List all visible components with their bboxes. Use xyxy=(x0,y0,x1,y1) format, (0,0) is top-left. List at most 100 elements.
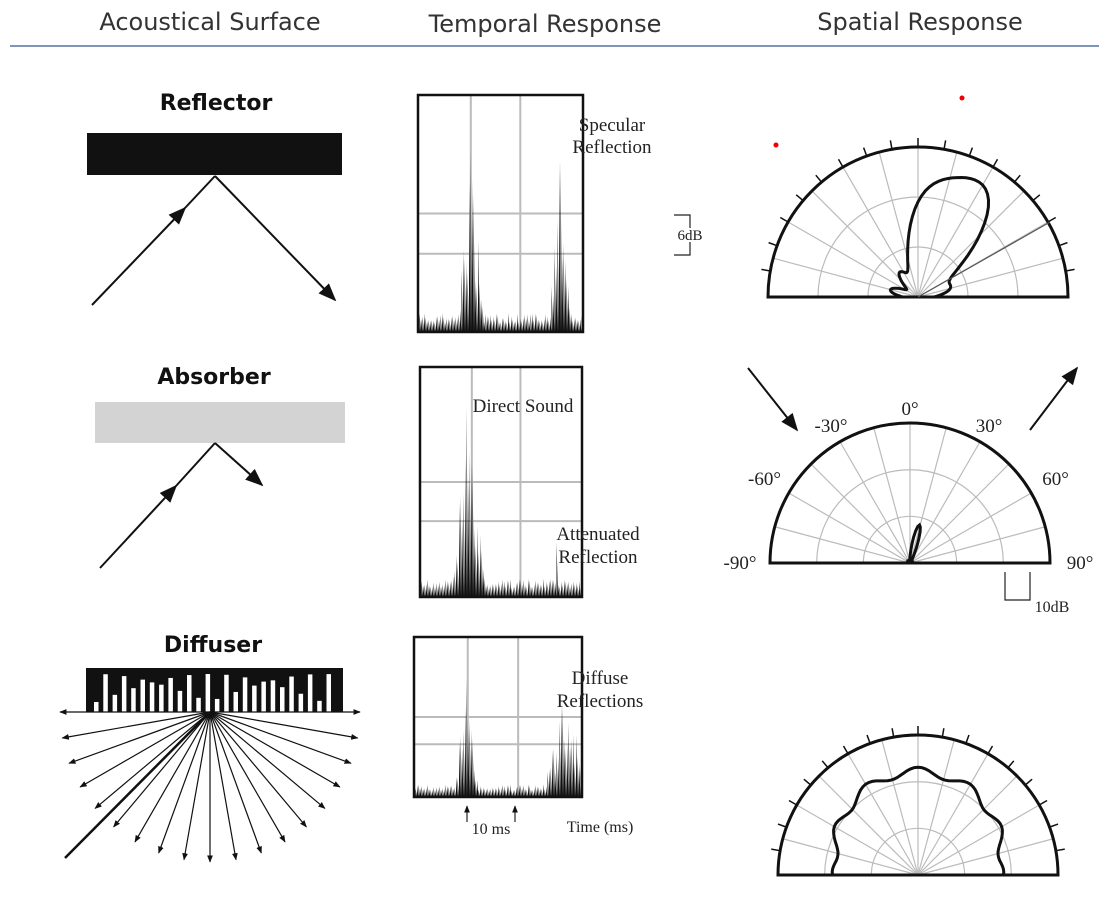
axis-tick-label: 10 ms xyxy=(472,821,511,838)
diffuser-well xyxy=(159,684,164,712)
plot-label: Reflection xyxy=(572,137,652,158)
diffuser-well xyxy=(252,685,257,712)
diffuser-well xyxy=(140,679,145,712)
diffuse-ray xyxy=(209,711,359,740)
plot-label: Reflections xyxy=(557,691,644,712)
spoke xyxy=(917,804,1040,876)
angle-label: 0° xyxy=(901,399,918,420)
spoke xyxy=(873,427,911,564)
spoke xyxy=(917,151,958,298)
polar-plot xyxy=(771,726,1065,877)
dot xyxy=(959,95,965,101)
polar-plot xyxy=(761,138,1075,299)
diffuser-well xyxy=(214,698,220,712)
spoke xyxy=(917,739,955,876)
spoke xyxy=(774,526,911,564)
scale-bracket xyxy=(674,214,691,256)
temporal-plot xyxy=(412,635,584,799)
angle-label: 30° xyxy=(976,416,1003,437)
temporal-plot xyxy=(418,365,584,599)
diffuse-ray xyxy=(158,711,211,854)
ray xyxy=(184,175,216,209)
diffuse-ray xyxy=(68,711,211,764)
polar-lobe xyxy=(830,765,1006,876)
plot-label: Direct Sound xyxy=(473,396,574,417)
plot-label: Attenuated xyxy=(556,524,640,545)
spoke xyxy=(909,441,981,564)
diffuse-ray xyxy=(182,711,211,861)
angle-label: -60° xyxy=(748,469,781,490)
polar-plot: -90° -60° -30° 0° 30° 60° 90° xyxy=(724,399,1094,574)
diffuser-well xyxy=(280,687,285,712)
spoke xyxy=(796,804,919,876)
scale-label: 6dB xyxy=(677,228,702,244)
scale-bracket xyxy=(1004,572,1031,601)
angle-label: 90° xyxy=(1067,553,1094,574)
diffuser-well xyxy=(317,700,322,712)
diffuser-well xyxy=(307,674,313,712)
outer-arc xyxy=(766,145,1070,299)
diffuse-ray xyxy=(209,711,352,764)
spoke xyxy=(787,221,919,298)
temporal-plot xyxy=(416,93,585,334)
spoke xyxy=(917,257,1064,298)
spoke xyxy=(810,463,911,564)
spoke xyxy=(782,838,919,876)
plot-label: Specular xyxy=(579,115,646,136)
diffuse-ray xyxy=(209,711,307,828)
polar-lobe xyxy=(888,175,991,299)
polar-lobe xyxy=(905,522,922,564)
impulse-response xyxy=(420,406,582,597)
diffuse-ray xyxy=(94,711,211,809)
diffuser-well xyxy=(168,677,173,712)
diffuse-ray xyxy=(209,711,238,861)
spoke xyxy=(917,190,1025,298)
diffuse-ray xyxy=(209,711,286,843)
plot-frame xyxy=(418,365,584,599)
impulse-response xyxy=(418,151,583,332)
diffuser-well xyxy=(242,677,248,712)
spoke xyxy=(917,838,1054,876)
diffuser-well xyxy=(261,681,266,712)
ray xyxy=(99,484,178,569)
plot-label: Diffuse xyxy=(572,668,629,689)
spoke xyxy=(878,151,919,298)
ray xyxy=(214,175,337,302)
diffuser-well xyxy=(326,674,331,712)
spoke xyxy=(881,739,919,876)
diffuser-well xyxy=(177,690,183,712)
column-header: Acoustical Surface xyxy=(99,8,320,36)
surface-label: Reflector xyxy=(160,91,273,116)
outer-arc xyxy=(776,733,1060,877)
spoke xyxy=(917,753,989,876)
diffuser-well xyxy=(224,674,229,712)
scale-label: 10dB xyxy=(1035,599,1070,616)
ray xyxy=(91,206,187,306)
spoke xyxy=(772,257,919,298)
outer-arc xyxy=(768,421,1052,565)
diffuse-ray xyxy=(134,711,211,843)
diffuse-ray xyxy=(79,711,211,788)
diffuse-ray xyxy=(209,711,341,788)
diffuser-well xyxy=(149,682,155,712)
spoke xyxy=(847,753,919,876)
plot-label: Reflection xyxy=(558,547,638,568)
spoke xyxy=(917,166,994,298)
surface-label: Absorber xyxy=(157,365,271,390)
incident-arrow xyxy=(747,367,799,432)
incident-ray xyxy=(64,711,211,859)
diffuser-well xyxy=(289,676,294,712)
diffuser-well xyxy=(196,697,201,712)
absorber-panel xyxy=(95,402,345,443)
reflected-arrow xyxy=(1029,366,1079,431)
diffuse-ray xyxy=(113,711,211,828)
diffuser-well xyxy=(103,674,108,712)
spoke xyxy=(842,166,919,298)
spoke xyxy=(788,492,911,564)
spoke xyxy=(818,775,919,876)
column-header: Temporal Response xyxy=(428,10,662,38)
diffuser-well xyxy=(187,675,192,712)
plot-frame xyxy=(416,93,585,334)
diffuser-well xyxy=(131,688,136,712)
